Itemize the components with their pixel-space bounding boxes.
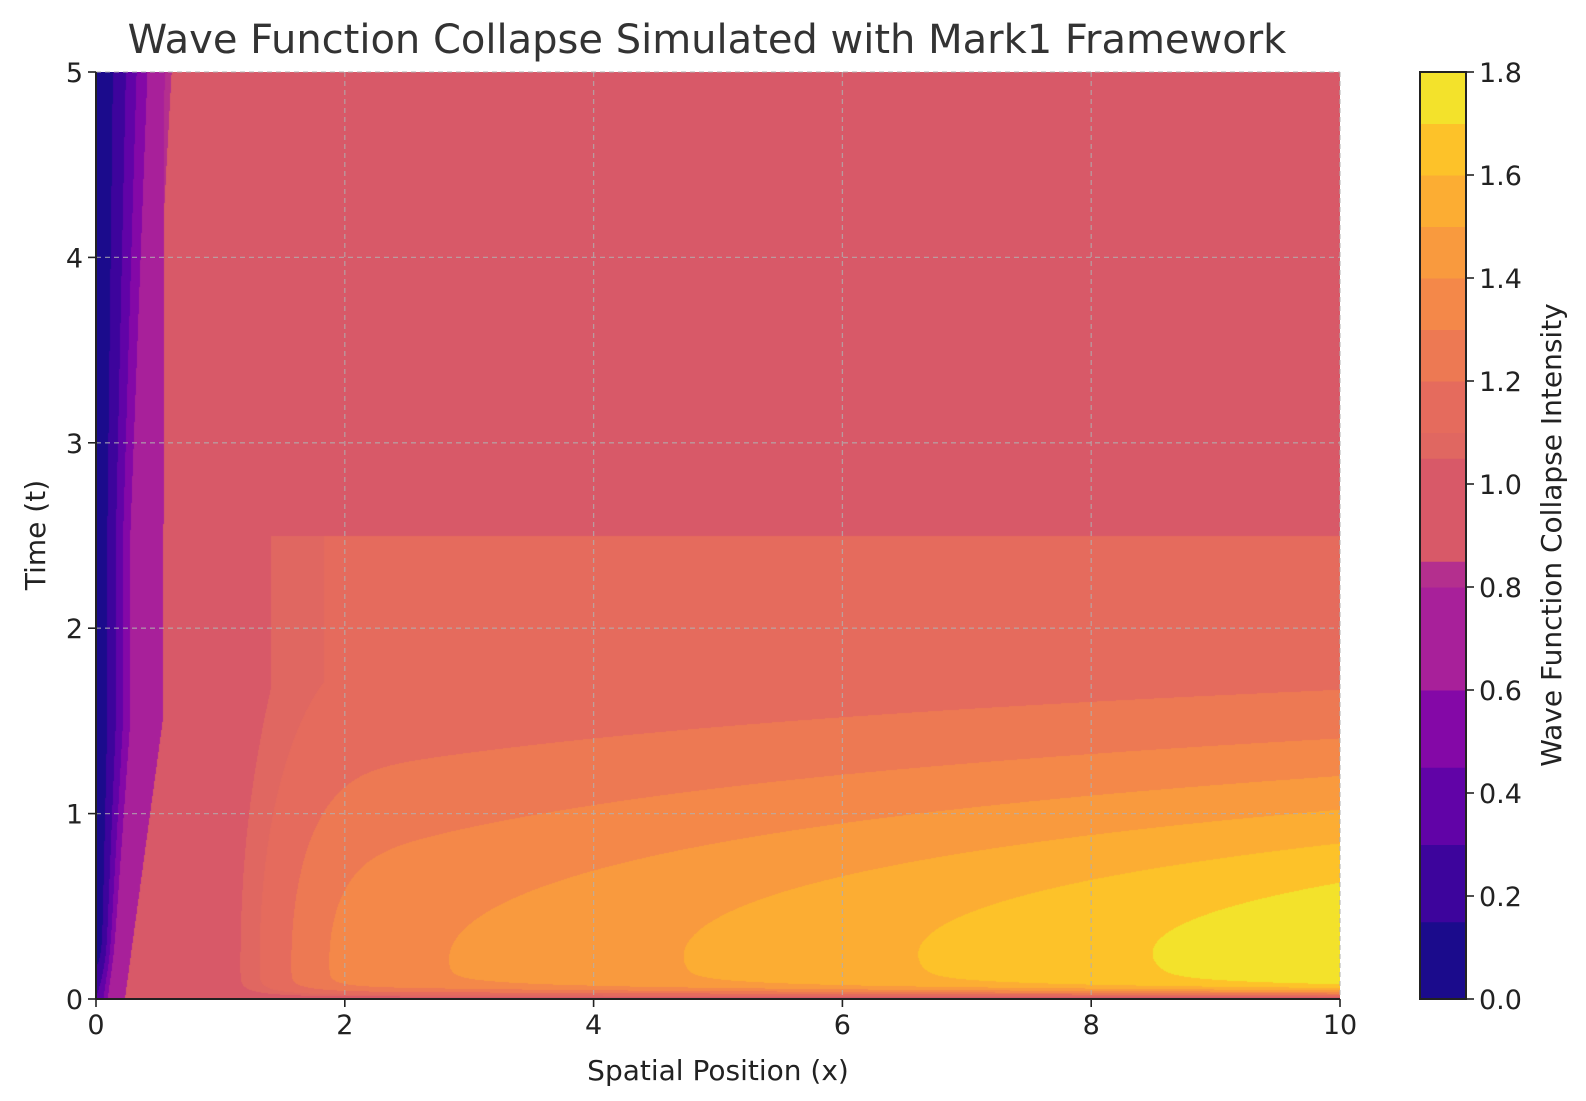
x-axis-ticks: 0 2 4 6 8 10 (87, 999, 1357, 1041)
y-axis-ticks: 0 1 2 3 4 5 (66, 58, 96, 1016)
y-tick-label: 4 (66, 243, 83, 274)
colorbar-band (1420, 921, 1466, 1000)
colorbar-band (1420, 561, 1466, 588)
y-tick-label: 3 (66, 429, 83, 460)
chart-title: Wave Function Collapse Simulated with Ma… (128, 17, 1288, 63)
colorbar-tick-label: 0.8 (1479, 573, 1522, 604)
x-tick-label: 2 (336, 1010, 353, 1041)
colorbar-band (1420, 226, 1466, 279)
colorbar-band (1420, 329, 1466, 382)
plot-area: 0 2 4 6 8 10 0 1 2 3 4 5 (66, 58, 1357, 1041)
colorbar-band (1420, 587, 1466, 691)
colorbar-label: Wave Function Collapse Intensity (1535, 303, 1568, 767)
x-tick-label: 0 (87, 1010, 104, 1041)
colorbar-band (1420, 458, 1466, 562)
colorbar: 0.0 0.2 0.4 0.6 0.8 1.0 1.2 1.4 1.6 1.8 Wave Func… (1419, 58, 1568, 1016)
colorbar-band (1420, 123, 1466, 176)
colorbar-band (1420, 432, 1466, 459)
x-axis-label: Spatial Position (x) (587, 1054, 849, 1087)
y-tick-label: 1 (66, 800, 83, 831)
colorbar-band (1420, 381, 1466, 433)
colorbar-tick-label: 1.2 (1479, 367, 1522, 398)
colorbar-tick-label: 0.2 (1479, 882, 1522, 913)
x-tick-label: 4 (585, 1010, 602, 1041)
colorbar-band (1420, 72, 1466, 124)
colorbar-band (1420, 767, 1466, 845)
colorbar-tick-label: 1.4 (1479, 264, 1522, 295)
x-tick-label: 10 (1323, 1010, 1357, 1041)
x-tick-label: 8 (1083, 1010, 1100, 1041)
colorbar-tick-label: 0.0 (1479, 985, 1522, 1016)
colorbar-band (1420, 175, 1466, 227)
colorbar-tick-label: 1.6 (1479, 161, 1522, 192)
colorbar-bands (1420, 72, 1466, 1000)
y-tick-label: 2 (66, 614, 83, 645)
colorbar-tick-label: 1.8 (1479, 58, 1522, 89)
colorbar-band (1420, 690, 1466, 768)
colorbar-ticks: 0.0 0.2 0.4 0.6 0.8 1.0 1.2 1.4 1.6 1.8 (1466, 58, 1522, 1016)
x-tick-label: 6 (834, 1010, 851, 1041)
heatmap-field (96, 72, 1340, 999)
colorbar-tick-label: 1.0 (1479, 470, 1522, 501)
colorbar-band (1420, 278, 1466, 330)
colorbar-band (1420, 844, 1466, 923)
colorbar-tick-label: 0.4 (1479, 779, 1522, 810)
colorbar-frame (1419, 71, 1467, 1000)
y-tick-label: 0 (66, 985, 83, 1016)
y-axis-label: Time (t) (19, 480, 52, 591)
colorbar-tick-label: 0.6 (1479, 676, 1522, 707)
y-tick-label: 5 (66, 58, 83, 89)
